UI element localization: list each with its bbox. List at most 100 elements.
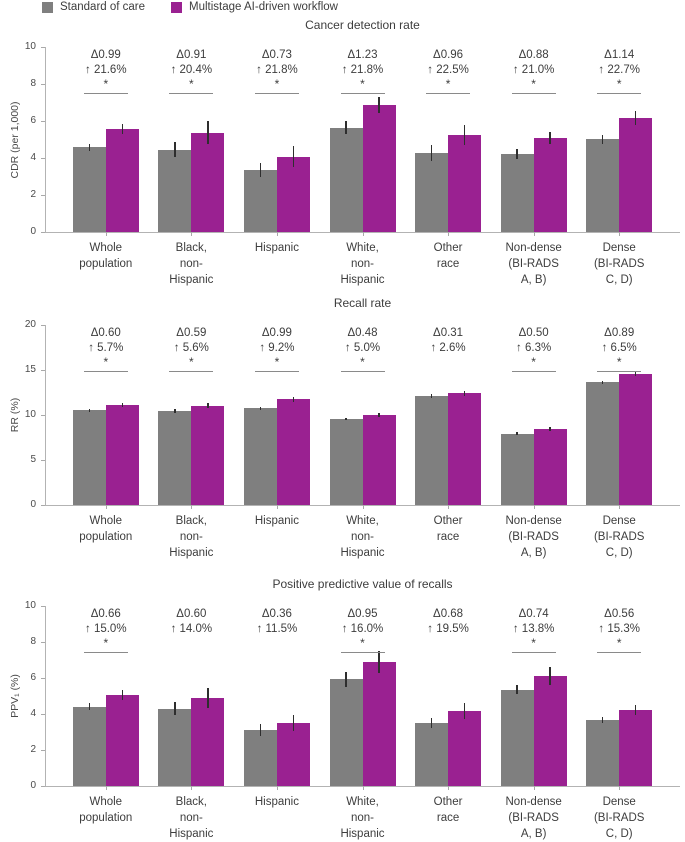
significance-star: *: [274, 77, 280, 91]
x-tick-mark: [191, 505, 193, 509]
bar-standard-of-care: [500, 154, 534, 232]
annotation-delta: Δ0.95: [347, 608, 378, 620]
significance-star: *: [531, 77, 536, 91]
bar-standard-of-care: [586, 139, 620, 232]
x-tick-mark: [533, 232, 535, 236]
y-axis-label: CDR (per 1,000): [9, 100, 21, 179]
annotation-group: Δ0.91 ↑ 20.4% *: [146, 48, 236, 94]
annotation-percent: ↑ 2.6%: [430, 342, 466, 354]
significance-line: [254, 93, 299, 94]
bar-ai-workflow: [533, 429, 567, 505]
error-bar: [549, 667, 551, 686]
bar-standard-of-care: [586, 382, 620, 505]
annotation-group: Δ0.59 ↑ 5.6% *: [146, 326, 236, 372]
annotation-delta: Δ0.48: [347, 327, 378, 339]
bar-standard-of-care: [158, 149, 192, 232]
error-bar: [549, 427, 551, 431]
significance-line: [83, 371, 128, 372]
annotation-delta: Δ0.89: [604, 327, 635, 339]
bar-ai-workflow: [362, 661, 396, 786]
y-tick-label: 0: [30, 226, 36, 237]
bar-ai-workflow: [191, 697, 225, 786]
annotation-group: Δ0.50 ↑ 6.3% *: [489, 326, 579, 372]
error-bar: [463, 125, 466, 146]
x-tick-mark: [619, 505, 621, 509]
annotation-group: Δ0.99 ↑ 9.2% *: [232, 326, 322, 372]
bar-standard-of-care: [329, 679, 363, 786]
legend-item-standard-of-care: Standard of care: [42, 1, 145, 13]
legend: Standard of care Multistage AI-driven wo…: [42, 1, 338, 13]
bar-standard-of-care: [415, 723, 449, 786]
error-bar: [207, 688, 209, 708]
y-tick-mark: [41, 714, 45, 715]
bar-ai-workflow: [276, 399, 310, 505]
x-tick-mark: [362, 232, 364, 236]
y-tick-label: 8: [30, 636, 36, 647]
x-tick-mark: [105, 786, 107, 790]
error-bar: [207, 121, 209, 145]
y-tick-label: 5: [30, 454, 36, 465]
significance-line: [169, 93, 214, 94]
y-axis-line: [45, 325, 46, 505]
annotation-delta: Δ0.99: [90, 49, 121, 61]
annotation-percent: ↑ 15.3%: [598, 623, 640, 635]
y-tick-label: 6: [30, 672, 36, 683]
x-tick-mark: [191, 786, 193, 790]
error-bar: [378, 96, 380, 114]
error-bar: [259, 723, 262, 736]
x-tick-mark: [276, 505, 278, 509]
chart-title: Positive predictive value of recalls: [272, 577, 453, 591]
annotation-percent: ↑ 22.5%: [427, 64, 469, 76]
bar-standard-of-care: [329, 127, 363, 232]
y-tick-mark: [41, 786, 45, 787]
annotation-delta: Δ0.59: [176, 327, 207, 339]
x-tick-mark: [619, 786, 621, 790]
bar-ai-workflow: [362, 414, 396, 505]
y-tick-mark: [41, 606, 45, 607]
y-tick-mark: [41, 642, 45, 643]
error-bar: [601, 134, 604, 144]
annotation-percent: ↑ 21.6%: [85, 64, 127, 76]
bar-ai-workflow: [276, 156, 310, 232]
error-bar: [378, 412, 380, 417]
legend-swatch-ai-workflow: [171, 1, 183, 13]
x-tick-mark: [105, 232, 107, 236]
annotation-delta: Δ1.14: [604, 49, 635, 61]
annotation-percent: ↑ 6.3%: [516, 342, 552, 354]
x-category-label: White, non- Hispanic: [340, 242, 385, 286]
x-category-label: Hispanic: [254, 796, 299, 808]
significance-line: [511, 371, 556, 372]
bar-ai-workflow: [619, 710, 653, 786]
x-tick-mark: [533, 505, 535, 509]
error-bar: [463, 391, 466, 396]
legend-swatch-standard-of-care: [42, 1, 53, 13]
x-category-label: Black, non- Hispanic: [169, 242, 214, 286]
y-tick-mark: [41, 121, 45, 122]
x-category-label: Non-dense (BI-RADS A, B): [505, 242, 562, 286]
significance-star: *: [103, 355, 109, 369]
significance-star: *: [531, 636, 536, 650]
bar-standard-of-care: [243, 408, 277, 505]
legend-item-ai-workflow: Multistage AI-driven workflow: [171, 1, 338, 13]
annotation-percent: ↑ 21.8%: [256, 64, 298, 76]
annotation-delta: Δ0.88: [518, 49, 549, 61]
annotation-group: Δ0.56 ↑ 15.3% *: [574, 607, 664, 653]
annotation-delta: Δ0.96: [433, 49, 464, 61]
y-tick-label: 10: [24, 41, 36, 52]
y-tick-mark: [41, 158, 45, 159]
annotation-delta: Δ0.50: [518, 327, 549, 339]
bar-ai-workflow: [533, 676, 567, 786]
bar-ai-workflow: [362, 104, 396, 232]
x-tick-mark: [362, 505, 364, 509]
x-category-label: Other race: [433, 242, 463, 270]
annotation-delta: Δ0.73: [261, 49, 292, 61]
significance-line: [83, 93, 128, 94]
error-bar: [345, 121, 347, 135]
y-tick-mark: [41, 460, 45, 461]
annotation-delta: Δ0.56: [604, 608, 635, 620]
y-tick-label: 4: [30, 152, 36, 163]
x-category-label: Black, non- Hispanic: [169, 515, 214, 559]
legend-label-standard-of-care: Standard of care: [60, 1, 146, 13]
significance-star: *: [103, 636, 109, 650]
y-tick-mark: [41, 415, 45, 416]
